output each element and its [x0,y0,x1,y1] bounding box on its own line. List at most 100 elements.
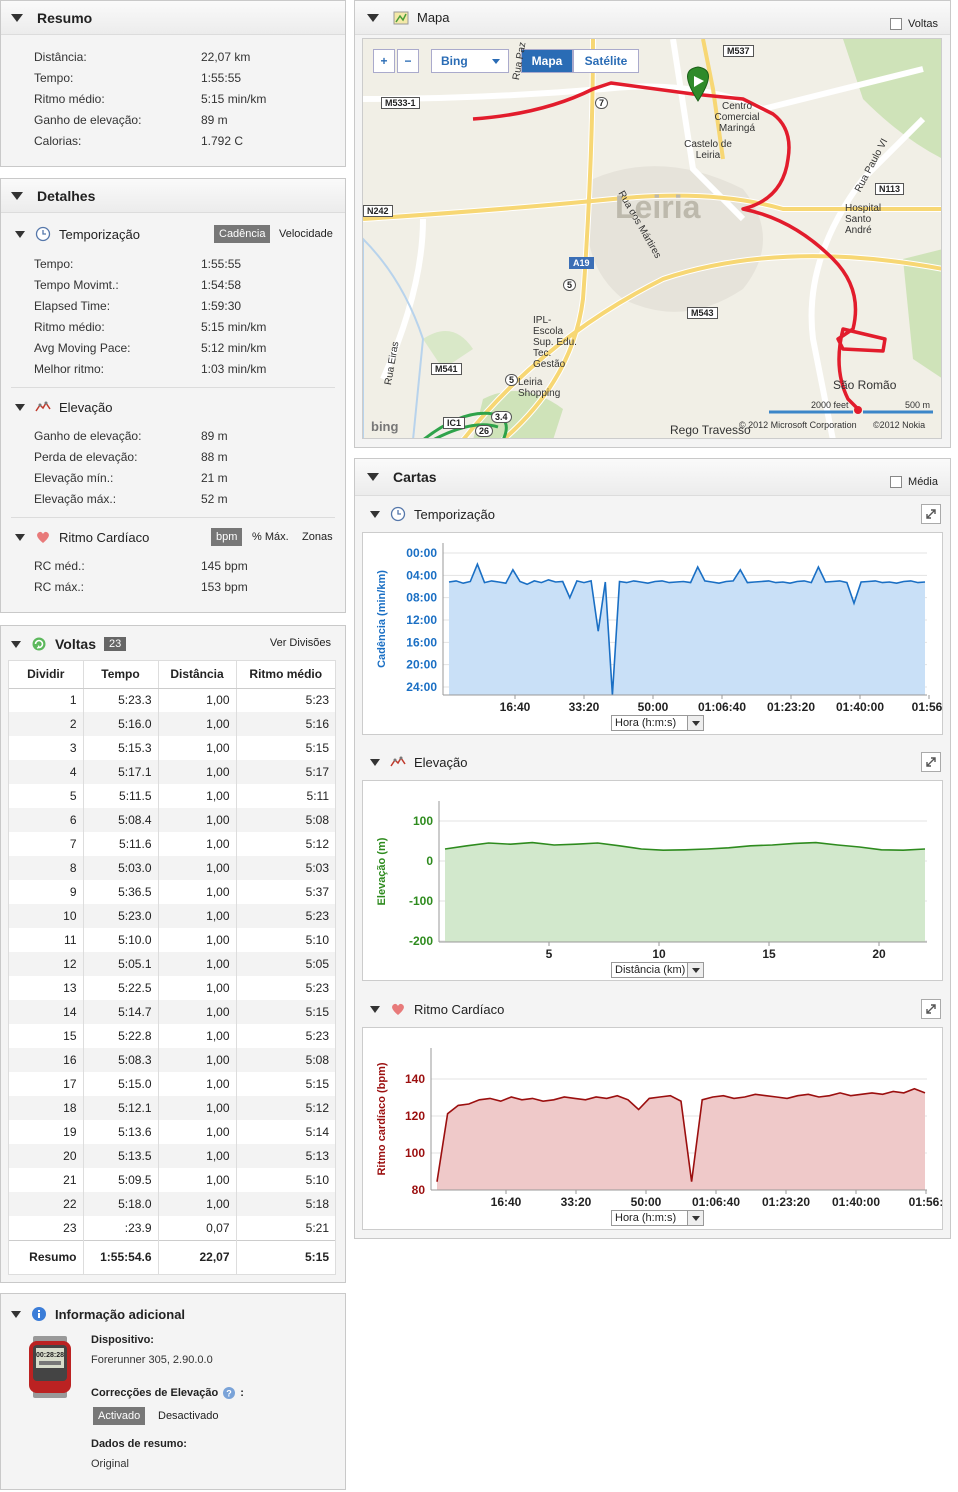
elevation-icon [390,756,406,767]
map-provider-dropdown[interactable]: Bing [431,49,509,73]
map-tab-satelite[interactable]: Satélite [573,49,639,73]
table-row[interactable]: 16 5:08.3 1,00 5:08 [9,1048,335,1072]
x-tick-label: 16:40 [491,1195,522,1209]
detail-label: Tempo Movimt.: [34,278,119,292]
voltas-checkbox[interactable] [890,18,903,30]
cartas-header[interactable]: Cartas [355,459,950,496]
table-cell: 5:22.8 [83,1024,159,1048]
table-row[interactable]: 1 5:23.3 1,00 5:23 [9,688,335,712]
activado-toggle[interactable]: Activado [93,1407,146,1425]
table-row[interactable]: 22 5:18.0 1,00 5:18 [9,1192,335,1216]
collapse-triangle-icon[interactable] [367,473,379,481]
table-row[interactable]: 17 5:15.0 1,00 5:15 [9,1072,335,1096]
series-line [444,841,926,852]
temporizacao-subheader[interactable]: Temporização [15,226,140,242]
column-header[interactable]: Distância [158,661,237,689]
table-row[interactable]: 11 5:10.0 1,00 5:10 [9,928,335,952]
table-cell: 18 [9,1096,84,1120]
elevacao-subheader[interactable]: Elevação [15,399,112,415]
collapse-triangle-icon[interactable] [370,758,380,766]
map-label: Hospital Santo André [845,203,882,236]
zonas-toggle[interactable]: Zonas [302,531,333,543]
detail-label: Elevação máx.: [34,492,117,506]
table-row[interactable]: 23:23.9 0,07 5:21 [9,1216,335,1240]
collapse-triangle-icon[interactable] [370,1005,380,1013]
expand-icon[interactable] [921,504,941,524]
table-cell: 23 [9,1216,84,1240]
table-cell: 13 [9,976,84,1000]
voltas-header[interactable]: Voltas 23 [11,636,127,652]
table-row[interactable]: 13 5:22.5 1,00 5:23 [9,976,335,1000]
mapa-header[interactable]: Mapa [355,1,950,35]
table-row[interactable]: 20 5:13.5 1,00 5:13 [9,1144,335,1168]
table-row[interactable]: 3 5:15.3 1,00 5:15 [9,736,335,760]
table-row[interactable]: 6 5:08.4 1,00 5:08 [9,808,335,832]
ritmo-cardiaco-subheader[interactable]: Ritmo Cardíaco [15,529,149,545]
info-header[interactable]: Informação adicional [11,1306,185,1322]
detail-value: 153 bpm [201,580,248,594]
column-header[interactable]: Tempo [83,661,159,689]
map-tab-mapa[interactable]: Mapa [521,49,573,73]
chart-header-temporizacao[interactable]: Temporização [370,506,495,522]
collapse-triangle-icon[interactable] [11,191,23,200]
map-provider-value: Bing [441,54,468,68]
table-row[interactable]: 5 5:11.5 1,00 5:11 [9,784,335,808]
ver-divisoes-link[interactable]: Ver Divisões [269,637,331,649]
media-checkbox-row[interactable]: Média [890,476,938,488]
collapse-triangle-icon[interactable] [11,640,21,648]
voltas-checkbox-row[interactable]: Voltas [890,18,938,30]
table-row[interactable]: 8 5:03.0 1,00 5:03 [9,856,335,880]
table-row[interactable]: 15 5:22.8 1,00 5:23 [9,1024,335,1048]
collapse-triangle-icon[interactable] [11,13,23,22]
table-row[interactable]: 18 5:12.1 1,00 5:12 [9,1096,335,1120]
y-tick-label: -200 [409,934,433,948]
column-header[interactable]: Ritmo médio [236,661,335,689]
collapse-triangle-icon[interactable] [367,13,379,22]
table-row[interactable]: 10 5:23.0 1,00 5:23 [9,904,335,928]
pct-max-toggle[interactable]: % Máx. [252,531,289,543]
zoom-in-button[interactable]: + [373,49,395,73]
cadencia-toggle[interactable]: Cadência [214,225,271,243]
collapse-triangle-icon[interactable] [370,510,380,518]
collapse-triangle-icon[interactable] [11,1310,21,1318]
collapse-triangle-icon[interactable] [15,230,25,238]
column-header[interactable]: Dividir [9,661,84,689]
chart-header-elevacao[interactable]: Elevação [370,754,467,770]
watch-device-icon: 00:28:28 [29,1336,71,1398]
table-row[interactable]: 2 5:16.0 1,00 5:16 [9,712,335,736]
help-icon[interactable]: ? [222,1386,236,1400]
road-shield: M533-1 [381,97,420,109]
table-cell: 1,00 [158,760,237,784]
collapse-triangle-icon[interactable] [15,533,25,541]
desactivado-toggle[interactable]: Desactivado [158,1410,219,1422]
zoom-out-button[interactable]: − [397,49,419,73]
x-axis-select[interactable]: Hora (h:m:s) [611,715,704,731]
detalhes-header[interactable]: Detalhes [1,179,345,213]
x-axis-select[interactable]: Distância (km) [611,962,704,978]
chart-header-ritmo-cardiaco[interactable]: Ritmo Cardíaco [370,1001,504,1017]
bpm-toggle[interactable]: bpm [211,528,243,546]
table-row[interactable]: 12 5:05.1 1,00 5:05 [9,952,335,976]
media-checkbox[interactable] [890,476,903,488]
x-axis-select[interactable]: Hora (h:m:s) [611,1210,704,1226]
route-map[interactable]: + − Bing Mapa Satélite Rua dos Mártires … [362,38,942,439]
resumo-header[interactable]: Resumo [1,1,345,35]
summary-data-label: Dados de resumo: [91,1438,187,1450]
y-tick-label: 100 [413,814,433,828]
expand-icon[interactable] [921,999,941,1019]
table-row[interactable]: 21 5:09.5 1,00 5:10 [9,1168,335,1192]
table-cell: 17 [9,1072,84,1096]
collapse-triangle-icon[interactable] [15,403,25,411]
table-cell: 1,00 [158,808,237,832]
elevation-correction-colon: : [240,1387,244,1399]
table-row[interactable]: 14 5:14.7 1,00 5:15 [9,1000,335,1024]
table-row[interactable]: 4 5:17.1 1,00 5:17 [9,760,335,784]
table-row[interactable]: 19 5:13.6 1,00 5:14 [9,1120,335,1144]
table-row[interactable]: 7 5:11.6 1,00 5:12 [9,832,335,856]
map-canvas [363,39,941,438]
detail-label: Melhor ritmo: [34,362,105,376]
expand-icon[interactable] [921,752,941,772]
velocidade-toggle[interactable]: Velocidade [279,228,333,240]
table-cell: 5:23 [305,1029,329,1043]
table-row[interactable]: 9 5:36.5 1,00 5:37 [9,880,335,904]
